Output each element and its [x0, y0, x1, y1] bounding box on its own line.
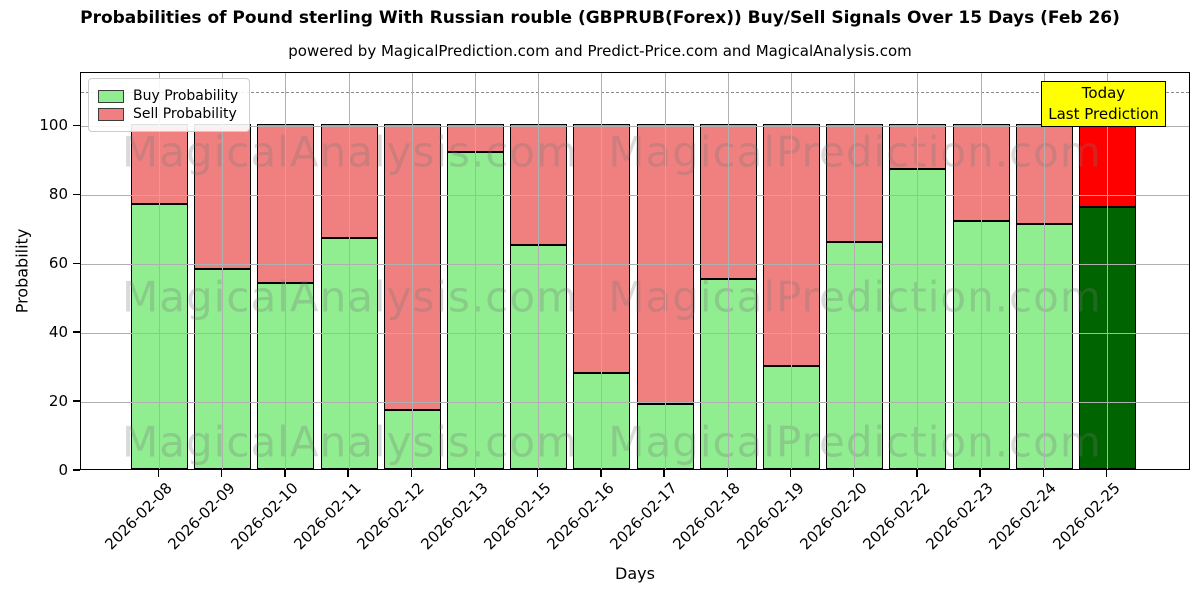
x-axis-label: Days — [615, 564, 655, 583]
y-tick-label: 80 — [48, 185, 68, 204]
watermark-text: MagicalAnalysis.com — [122, 272, 578, 322]
y-tick — [73, 262, 80, 264]
x-gridline — [159, 73, 160, 469]
x-gridline — [980, 73, 982, 469]
x-gridline — [475, 73, 476, 469]
y-tick-label: 20 — [48, 392, 68, 411]
x-gridline — [1107, 73, 1108, 469]
today-annotation: Today Last Prediction — [1041, 81, 1166, 127]
x-gridline — [348, 73, 350, 469]
y-tick-label: 100 — [39, 116, 68, 135]
x-gridline — [538, 73, 540, 469]
x-gridline — [854, 73, 856, 469]
y-tick-label: 0 — [58, 461, 68, 479]
y-gridline — [81, 264, 1189, 266]
y-tick-label: 40 — [48, 323, 68, 342]
legend-label: Buy Probability — [133, 88, 239, 104]
today-annotation-line-2: Last Prediction — [1048, 105, 1159, 123]
x-tick — [1105, 470, 1108, 477]
legend-swatch — [98, 89, 124, 103]
x-tick — [157, 470, 160, 477]
x-gridline — [601, 73, 603, 469]
legend-item: Buy Probability — [98, 88, 238, 104]
legend-label: Sell Probability — [133, 106, 237, 122]
x-gridline — [1043, 73, 1045, 469]
watermark-text: MagicalAnalysis.com — [122, 417, 578, 467]
y-gridline — [81, 126, 1189, 128]
legend: Buy Probability Sell Probability — [88, 78, 251, 132]
x-tick — [789, 470, 792, 477]
y-gridline — [81, 402, 1189, 404]
x-gridline — [411, 73, 413, 469]
y-gridline — [81, 195, 1189, 197]
y-tick — [73, 124, 80, 127]
watermark-text: MagicalAnalysis.com — [122, 127, 578, 177]
x-tick — [1042, 470, 1044, 477]
x-tick — [284, 470, 286, 477]
legend-item: Sell Probability — [98, 106, 238, 122]
y-tick — [73, 193, 80, 196]
legend-swatch — [98, 107, 124, 121]
y-tick — [73, 400, 80, 402]
y-tick-label: 60 — [48, 254, 68, 273]
y-gridline — [81, 333, 1189, 335]
x-tick — [410, 470, 412, 477]
y-tick — [73, 331, 80, 333]
x-tick — [347, 470, 349, 477]
x-gridline — [222, 73, 224, 469]
y-tick — [73, 469, 80, 471]
x-gridline — [664, 73, 666, 469]
x-tick — [916, 470, 918, 477]
x-tick — [663, 470, 665, 477]
chart-title: Probabilities of Pound sterling With Rus… — [80, 8, 1120, 28]
dashed-threshold-line — [81, 91, 1189, 93]
x-gridline — [285, 73, 287, 469]
x-tick — [221, 470, 223, 477]
x-tick — [537, 470, 539, 477]
x-tick — [600, 470, 602, 477]
x-tick — [726, 470, 728, 477]
chart-subtitle: powered by MagicalPrediction.com and Pre… — [288, 42, 912, 60]
x-gridline — [917, 73, 919, 469]
x-gridline — [727, 73, 729, 469]
x-tick — [853, 470, 855, 477]
today-annotation-line-1: Today — [1081, 84, 1126, 102]
plot-area — [80, 72, 1190, 470]
x-tick — [473, 470, 476, 477]
x-gridline — [791, 73, 792, 469]
x-tick — [979, 470, 981, 477]
